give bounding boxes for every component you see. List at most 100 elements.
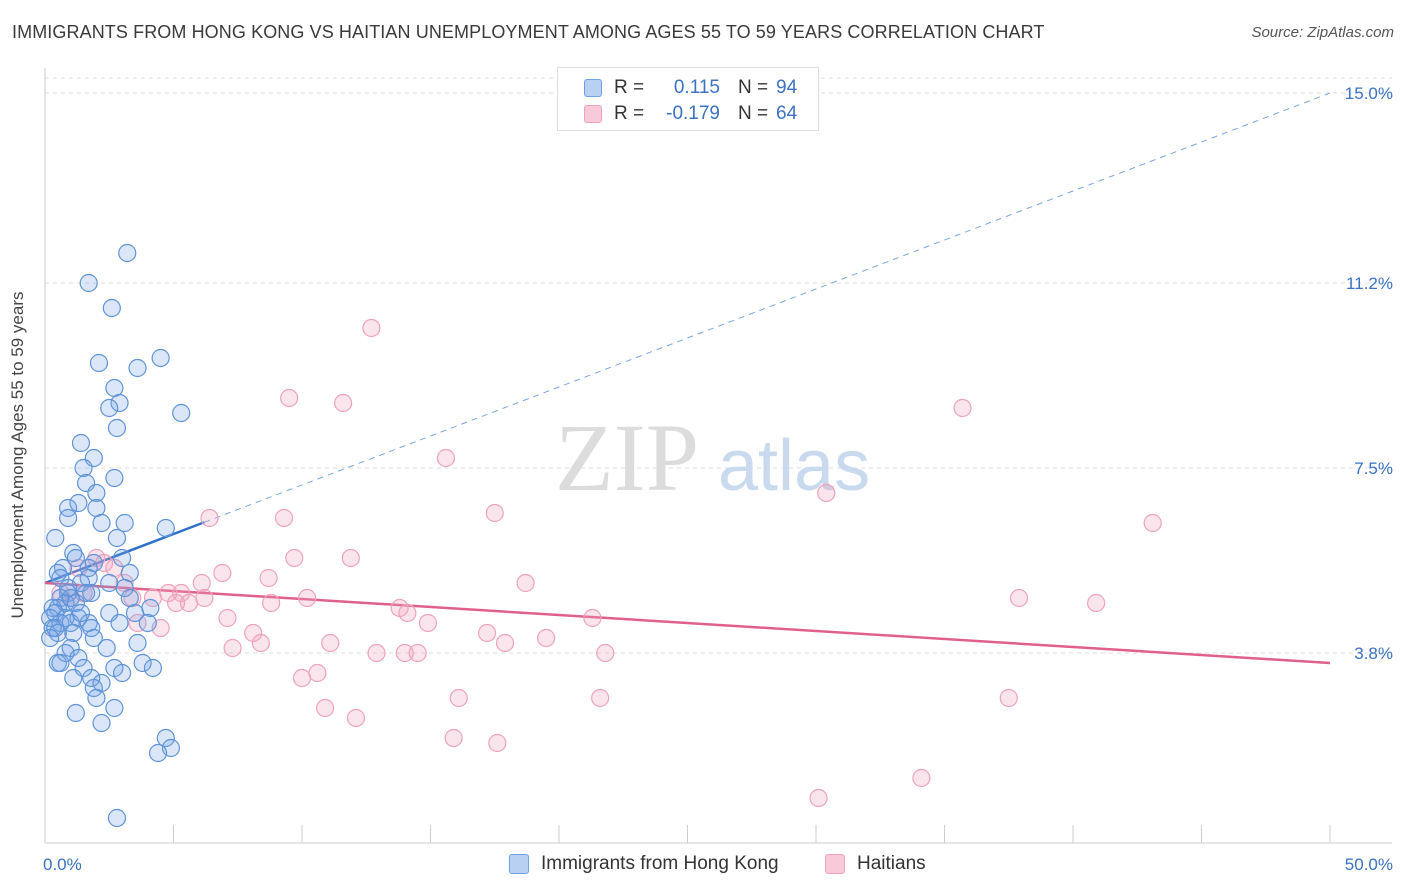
hong-kong-point — [64, 668, 83, 688]
series-legend-hong-kong[interactable]: Immigrants from Hong Kong — [509, 853, 779, 875]
haitians-point — [192, 573, 211, 593]
y-axis-label: Unemployment Among Ages 55 to 59 years — [8, 291, 27, 619]
haitians-point — [341, 548, 360, 568]
haitians-point — [367, 643, 386, 663]
hong-kong-point — [41, 628, 60, 648]
legend-row-haitians: R = -0.179 N = 64 — [584, 102, 797, 126]
haitians-point — [200, 508, 219, 528]
haitians-point — [583, 608, 602, 628]
hong-kong-point — [66, 548, 85, 568]
y-tick-label: 11.2% — [1346, 274, 1393, 293]
hong-kong-point — [115, 513, 134, 533]
hong-kong-point — [110, 393, 129, 413]
x-tick-label: 0.0% — [43, 855, 82, 874]
haitians-point — [166, 593, 186, 613]
haitians-point — [516, 573, 535, 593]
series-legend-haitians[interactable]: Haitians — [825, 853, 926, 875]
legend-r-label: R = — [614, 103, 645, 124]
hong-kong-point — [120, 588, 139, 608]
hong-kong-point — [46, 618, 65, 638]
hong-kong-point — [105, 698, 124, 718]
series-legend-label: Immigrants from Hong Kong — [541, 853, 779, 874]
hong-kong-point — [87, 688, 106, 708]
correlation-legend: R = 0.115 N = 94 R = -0.179 N = 64 — [557, 67, 819, 131]
hong-kong-point — [92, 713, 111, 733]
hong-kong-point — [92, 513, 111, 533]
hong-kong-point — [107, 528, 127, 548]
legend-swatch-blue — [584, 79, 602, 97]
hong-kong-point — [46, 528, 65, 548]
legend-r-label: R = — [614, 77, 645, 98]
haitians-point — [251, 633, 270, 653]
haitians-point — [195, 588, 214, 608]
trend-lines — [44, 92, 1331, 665]
hong-kong-point — [100, 573, 119, 593]
haitians-point — [1009, 588, 1029, 608]
hong-kong-point — [48, 598, 67, 618]
hong-kong-point — [64, 543, 83, 563]
watermark-atlas: atlas — [718, 426, 870, 506]
legend-r-value: -0.179 — [666, 103, 720, 124]
hong-kong-point — [112, 663, 132, 683]
hong-kong-point — [48, 563, 67, 583]
haitians-point — [172, 583, 191, 603]
hong-kong-point — [172, 403, 191, 423]
hong-kong-point — [151, 348, 170, 368]
hong-kong-trend-dashed — [204, 92, 1331, 523]
haitians-point — [316, 698, 335, 718]
hong-kong-point — [128, 358, 147, 378]
haitians-point — [179, 593, 199, 613]
series-legend-label: Haitians — [857, 853, 926, 874]
haitians-point — [244, 623, 263, 643]
legend-n-value: 94 — [776, 77, 798, 98]
legend-swatch-blue — [509, 854, 529, 874]
legend-row-hong-kong: R = 0.115 N = 94 — [584, 76, 797, 100]
haitians-point — [418, 613, 438, 633]
y-tick-label: 3.8% — [1354, 644, 1393, 663]
hong-kong-point — [143, 658, 163, 678]
haitians-point — [436, 448, 456, 468]
hong-kong-point — [105, 468, 124, 488]
hong-kong-point — [107, 418, 127, 438]
haitians-point — [817, 483, 836, 503]
series-legend: Immigrants from Hong Kong Haitians — [0, 853, 1406, 877]
hong-kong-point — [112, 548, 132, 568]
haitians-point — [444, 728, 463, 748]
hong-kong-point — [79, 273, 98, 293]
haitians-point — [488, 733, 507, 753]
haitians-point — [477, 623, 497, 643]
hong-kong-point — [148, 743, 168, 763]
haitians-point — [809, 788, 828, 808]
haitians-point — [362, 318, 381, 338]
haitians-point — [274, 508, 294, 528]
haitians-point — [395, 643, 414, 663]
legend-n-label: N = — [738, 103, 769, 124]
hong-kong-point — [128, 633, 147, 653]
hong-kong-point — [61, 638, 80, 658]
source-label: Source: ZipAtlas.com — [1251, 24, 1394, 41]
haitians-point — [408, 643, 427, 663]
tick-labels: 3.8% 7.5% 11.2% 15.0% 0.0% 50.0% — [43, 84, 1393, 874]
legend-n-label: N = — [738, 77, 769, 98]
haitians-point — [485, 503, 504, 523]
haitians-point — [334, 393, 353, 413]
haitians-point — [308, 663, 327, 683]
haitians-point — [596, 643, 615, 663]
chart-title: IMMIGRANTS FROM HONG KONG VS HAITIAN UNE… — [12, 22, 1045, 42]
hong-kong-point — [97, 638, 116, 658]
legend-r-value: 0.115 — [673, 77, 720, 98]
hong-kong-point — [82, 583, 101, 603]
haitians-point — [912, 768, 931, 788]
hong-kong-point — [46, 603, 65, 623]
legend-swatch-pink — [825, 854, 845, 874]
haitians-trend-line — [44, 581, 1331, 665]
haitians-point — [1087, 593, 1106, 613]
haitians-point — [1143, 513, 1162, 533]
haitians-point — [953, 398, 972, 418]
x-tick-label: 50.0% — [1345, 855, 1393, 874]
hong-kong-point — [110, 613, 129, 633]
hong-kong-point — [141, 598, 160, 618]
hong-kong-point — [71, 433, 91, 453]
haitians-point — [223, 638, 242, 658]
hong-kong-point — [89, 353, 109, 373]
